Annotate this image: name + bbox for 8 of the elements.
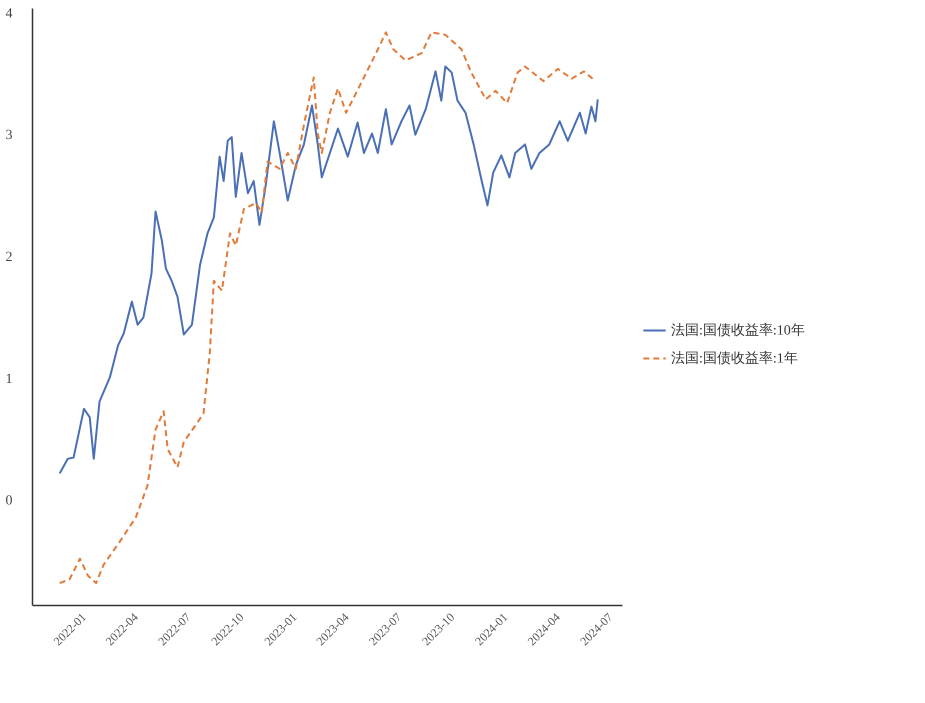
legend-label: 法国:国债收益率:1年 — [671, 350, 798, 366]
y-tick-label: 3 — [6, 128, 12, 144]
y-tick-label: 2 — [6, 250, 12, 266]
y-tick-label: 1 — [6, 372, 12, 387]
line-series — [58, 65, 599, 474]
y-tick-label: 0 — [6, 494, 12, 509]
y-tick-label: 4 — [6, 6, 12, 22]
legend-label: 法国:国债收益率:10年 — [671, 322, 805, 338]
